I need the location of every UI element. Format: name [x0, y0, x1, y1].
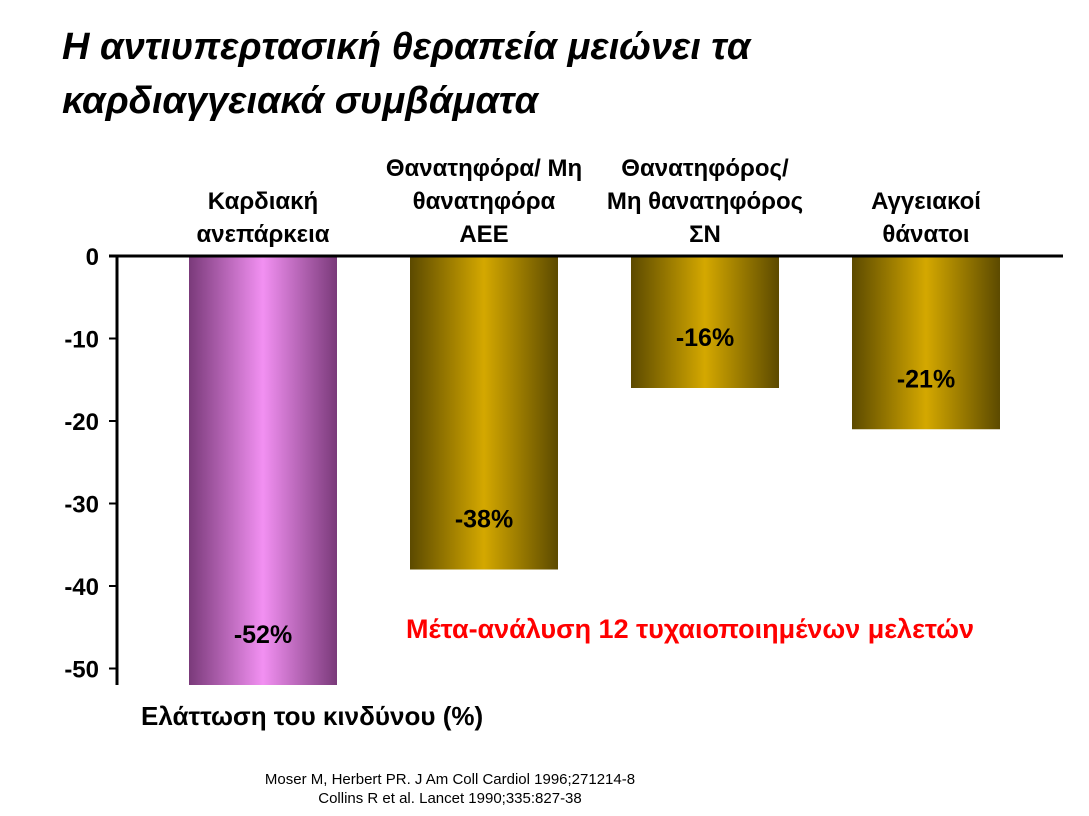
y-tick-label-1: 0 — [86, 244, 99, 271]
data-label-1: -52% — [234, 621, 292, 649]
bar-4 — [852, 256, 1000, 430]
category-label-1: Καρδιακή ανεπάρκεια — [197, 188, 330, 248]
y-tick-label-2: -10 — [64, 327, 99, 354]
bar-1 — [189, 256, 337, 685]
bar-2 — [410, 256, 558, 570]
y-axis-title: Ελάττωση του κινδύνου (%) — [141, 701, 483, 731]
bar-3 — [631, 256, 779, 388]
category-label-2: Θανατηφόρα/ Μη θανατηφόρα ΑΕΕ — [386, 155, 582, 248]
y-tick-label-6: -50 — [64, 657, 99, 684]
data-label-3: -16% — [676, 324, 734, 352]
y-tick-label-3: -20 — [64, 409, 99, 436]
title-line-1: Η αντιυπερτασική θεραπεία μειώνει τα — [62, 26, 751, 68]
y-tick-label-4: -30 — [64, 492, 99, 519]
category-label-3: Θανατηφόρος/Μη θανατηφόρος ΣΝ — [607, 155, 803, 248]
meta-analysis-annotation: Μέτα-ανάλυση 12 τυχαιοποιημένων μελετών — [406, 614, 974, 644]
data-label-4: -21% — [897, 365, 955, 393]
reference-1: Moser M, Herbert PR. J Am Coll Cardiol 1… — [264, 771, 636, 788]
category-label-4: Αγγειακοί θάνατοι — [871, 188, 981, 248]
title-line-2: καρδιαγγειακά συμβάματα — [62, 80, 539, 122]
y-tick-label-5: -40 — [64, 574, 99, 601]
data-label-2: -38% — [455, 506, 513, 534]
slide-title: Η αντιυπερτασική θεραπεία μειώνει τα καρ… — [62, 20, 1022, 128]
reference-2: Collins R et al. Lancet 1990;335:827-38 — [318, 790, 582, 807]
